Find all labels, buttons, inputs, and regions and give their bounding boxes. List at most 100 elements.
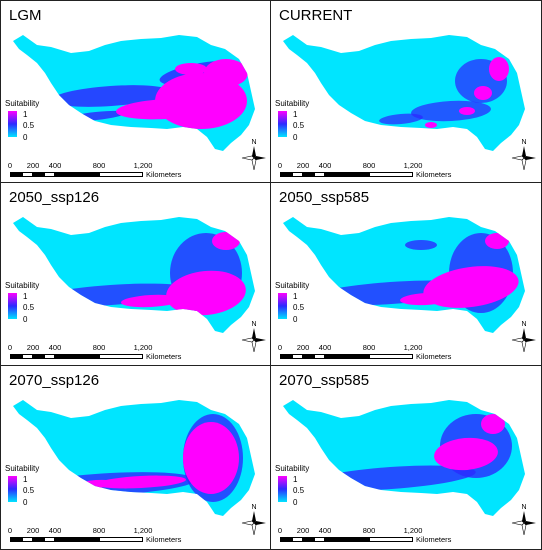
north-label: N [521, 504, 526, 511]
legend-label-max: 1 [293, 110, 298, 119]
scale-tick-label: 200 [296, 343, 310, 352]
suitability-map [13, 35, 255, 151]
legend-label-max: 1 [23, 110, 28, 119]
legend-label-max: 1 [293, 475, 298, 484]
legend-title: Suitability [275, 281, 310, 290]
suitability-map [283, 400, 525, 516]
scale-unit: Kilometers [416, 535, 452, 544]
legend-colorbar [8, 476, 17, 502]
scale-tick-label: 1,200 [133, 526, 153, 535]
scale-tick-label: 400 [318, 343, 332, 352]
suitability-map [283, 35, 525, 151]
panel-title: LGM [9, 7, 42, 24]
scale-segment [314, 537, 325, 542]
scale-tick-label: 0 [7, 161, 13, 170]
scale-tick-label: 800 [92, 343, 106, 352]
legend-label-min: 0 [293, 315, 298, 324]
panel-2050-ssp126: 2050_ssp126 Suitability 1 0.5 0 N 0 200 … [0, 182, 272, 366]
suitability-patch [434, 437, 498, 471]
legend-title: Suitability [5, 99, 40, 108]
legend-label-mid: 0.5 [23, 121, 35, 130]
legend-title: Suitability [5, 464, 40, 473]
legend-colorbar [278, 111, 287, 137]
scale-segment [325, 354, 369, 359]
scale-tick-label: 200 [26, 161, 40, 170]
panel-title: CURRENT [279, 7, 353, 24]
suitability-patch [485, 233, 509, 249]
legend-label-mid: 0.5 [23, 486, 35, 495]
suitability-patch [116, 98, 216, 120]
scale-segment [280, 537, 292, 542]
scale-segment [325, 537, 369, 542]
scale-segment [292, 537, 303, 542]
north-label: N [521, 321, 526, 328]
panel-2050-ssp585: 2050_ssp585 Suitability 1 0.5 0 N 0 200 … [270, 182, 542, 366]
scale-segment [22, 354, 33, 359]
scale-segment [99, 354, 143, 359]
scale-tick-label: 400 [48, 526, 62, 535]
scale-tick-label: 400 [318, 161, 332, 170]
suitability-patch [425, 122, 437, 128]
scale-bar: 0 200 400 800 1,200 Kilometers [271, 161, 539, 182]
north-arrow-icon: N [511, 321, 536, 353]
scale-unit: Kilometers [146, 535, 182, 544]
north-label: N [251, 321, 256, 328]
scale-unit: Kilometers [146, 352, 182, 361]
scale-segment [314, 172, 325, 177]
suitability-patch [183, 422, 239, 494]
legend-title: Suitability [275, 99, 310, 108]
scale-tick-label: 800 [362, 161, 376, 170]
scale-segment [10, 537, 22, 542]
scale-tick-label: 400 [48, 343, 62, 352]
suitability-map [13, 400, 255, 516]
legend-label-max: 1 [23, 475, 28, 484]
north-arrow-icon: N [241, 139, 266, 171]
scale-unit: Kilometers [146, 170, 182, 179]
scale-segment [292, 172, 303, 177]
suitability-patch [166, 270, 246, 316]
scale-unit: Kilometers [416, 352, 452, 361]
scale-segment [369, 537, 413, 542]
suitability-map [283, 217, 525, 333]
scale-segment [33, 354, 44, 359]
suitability-patch [489, 57, 509, 81]
scale-tick-label: 200 [296, 526, 310, 535]
legend-label-mid: 0.5 [293, 486, 305, 495]
scale-segment [44, 172, 55, 177]
scale-segment [55, 172, 99, 177]
legend-colorbar [278, 293, 287, 319]
scale-segment [303, 354, 314, 359]
suitability-patch [121, 294, 181, 308]
scale-tick-label: 800 [92, 526, 106, 535]
legend-title: Suitability [275, 464, 310, 473]
suitability-patch [96, 475, 186, 489]
panel-title: 2050_ssp126 [9, 189, 100, 206]
legend-label-mid: 0.5 [23, 303, 35, 312]
scale-segment [369, 172, 413, 177]
scale-segment [325, 172, 369, 177]
scale-segment [314, 354, 325, 359]
suitability-patch [405, 240, 437, 250]
legend-label-min: 0 [23, 133, 28, 142]
suitability-patch [459, 107, 475, 115]
scale-bar: 0 200 400 800 1,200 Kilometers [271, 526, 539, 548]
legend-label-min: 0 [293, 498, 298, 507]
scale-bar: 0 200 400 800 1,200 Kilometers [1, 161, 269, 182]
legend-label-mid: 0.5 [293, 121, 305, 130]
suitability-patch [400, 292, 452, 306]
legend-label-max: 1 [23, 292, 28, 301]
suitability-patch [411, 100, 491, 122]
suitability-patch [379, 113, 423, 125]
panel-title: 2070_ssp585 [279, 372, 370, 389]
north-arrow-icon: N [241, 504, 266, 536]
suitability-patch [175, 63, 207, 75]
north-label: N [251, 504, 256, 511]
scale-tick-label: 0 [277, 343, 283, 352]
panel-current: CURRENT Suitability 1 0.5 0 N 0 200 400 … [270, 0, 542, 183]
north-arrow-icon: N [241, 321, 266, 353]
north-arrow-icon: N [511, 139, 536, 171]
scale-segment [99, 172, 143, 177]
scale-tick-label: 800 [92, 161, 106, 170]
scale-tick-label: 400 [48, 161, 62, 170]
scale-segment [44, 537, 55, 542]
